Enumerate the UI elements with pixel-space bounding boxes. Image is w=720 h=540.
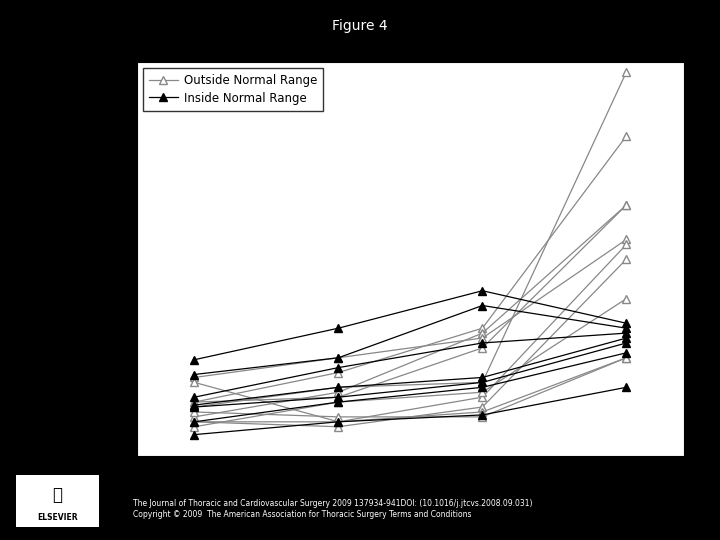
- Text: ELSEVIER: ELSEVIER: [37, 513, 78, 522]
- Legend: Outside Normal Range, Inside Normal Range: Outside Normal Range, Inside Normal Rang…: [143, 68, 323, 111]
- Y-axis label: Factor VIII (% Activity): Factor VIII (% Activity): [84, 190, 97, 328]
- Text: 🌳: 🌳: [53, 485, 62, 504]
- Text: The Journal of Thoracic and Cardiovascular Surgery 2009 137934-941DOI: (10.1016/: The Journal of Thoracic and Cardiovascul…: [133, 500, 533, 509]
- Text: Copyright © 2009  The American Association for Thoracic Surgery Terms and Condit: Copyright © 2009 The American Associatio…: [133, 510, 472, 519]
- Text: Figure 4: Figure 4: [332, 19, 388, 33]
